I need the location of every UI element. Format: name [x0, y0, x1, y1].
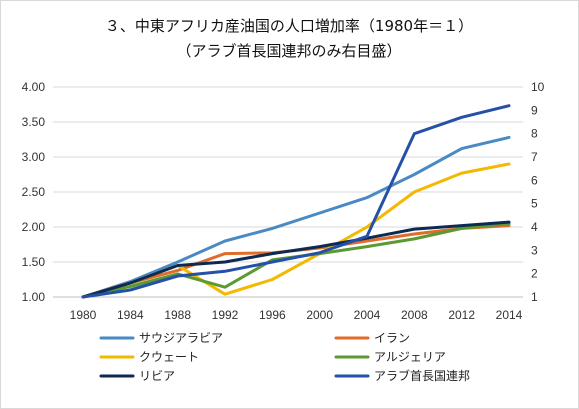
y-left-tick-label: 2.00 — [22, 220, 46, 234]
y-right-tick-label: 1 — [531, 290, 538, 304]
grid-layer — [53, 86, 523, 298]
series-line-5 — [81, 104, 511, 299]
legend-label-2: クウェート — [139, 350, 199, 364]
x-tick-label: 1980 — [70, 308, 97, 322]
y-right-tick-label: 9 — [531, 103, 538, 117]
y-right-tick-label: 8 — [531, 127, 538, 141]
y-right-tick-label: 10 — [531, 80, 545, 94]
series-layer — [81, 104, 511, 299]
legend-label-4: リビア — [139, 369, 175, 383]
x-tick-label: 1984 — [117, 308, 144, 322]
legend-label-1: イラン — [374, 331, 410, 345]
y-right-tick-label: 7 — [531, 150, 538, 164]
chart-title: ３、中東アフリカ産油国の人口増加率（1980年＝１） — [105, 17, 473, 35]
y-right-tick-label: 2 — [531, 267, 538, 281]
x-tick-label: 2000 — [306, 308, 333, 322]
y-left-tick-label: 3.50 — [22, 115, 46, 129]
x-tick-label: 1996 — [259, 308, 286, 322]
y-left-tick-label: 1.00 — [22, 290, 46, 304]
legend-label-5: アラブ首長国連邦 — [374, 368, 470, 383]
y-right-tick-label: 6 — [531, 173, 538, 187]
y-left-tick-label: 4.00 — [22, 80, 46, 94]
y-right-tick-label: 5 — [531, 197, 538, 211]
x-tick-label: 1992 — [212, 308, 239, 322]
y-left-tick-label: 1.50 — [22, 255, 46, 269]
y-right-tick-label: 3 — [531, 243, 538, 257]
legend-label-3: アルジェリア — [374, 350, 446, 364]
axis-layer: 1.00 1.50 2.00 2.50 3.00 3.50 4.00 1 2 3 4 5 6 7 8 9 10 1… — [22, 80, 545, 322]
chart-subtitle: （アラブ首長国連邦のみ右目盛） — [176, 42, 401, 60]
x-tick-label: 2014 — [496, 308, 523, 322]
y-left-tick-label: 2.50 — [22, 185, 46, 199]
x-tick-label: 1988 — [164, 308, 191, 322]
x-tick-label: 2008 — [401, 308, 428, 322]
y-left-tick-label: 3.00 — [22, 150, 46, 164]
x-tick-label: 2004 — [354, 308, 381, 322]
y-right-tick-label: 4 — [531, 220, 538, 234]
x-tick-label: 2012 — [448, 308, 475, 322]
series-line-0 — [81, 135, 511, 299]
legend-label-0: サウジアラビア — [139, 331, 223, 345]
series-line-4 — [81, 220, 511, 299]
